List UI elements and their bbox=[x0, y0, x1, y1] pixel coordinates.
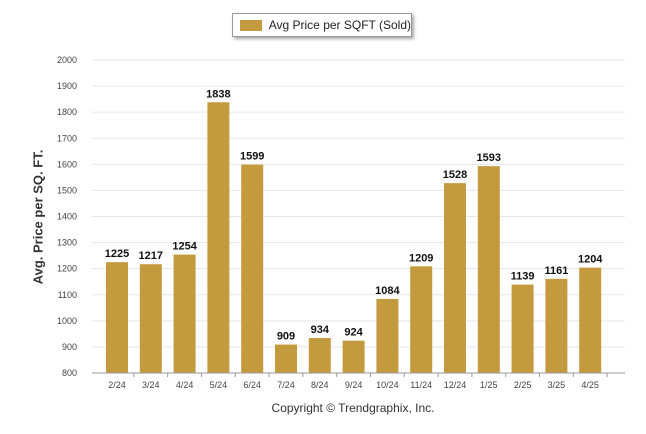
y-axis-label: Avg. Price per SQ. FT. bbox=[30, 149, 46, 285]
y-tick-label: 800 bbox=[62, 368, 77, 378]
y-tick-label: 1800 bbox=[57, 107, 77, 117]
x-tick-label: 6/24 bbox=[243, 380, 261, 390]
x-tick-label: 4/25 bbox=[581, 380, 599, 390]
bar bbox=[139, 264, 162, 373]
bar bbox=[579, 267, 602, 373]
y-tick-label: 1700 bbox=[57, 133, 77, 143]
bar bbox=[511, 284, 534, 373]
bar bbox=[444, 183, 466, 373]
data-label: 909 bbox=[277, 331, 295, 343]
data-label: 1209 bbox=[409, 252, 433, 264]
bar bbox=[207, 102, 230, 373]
y-tick-label: 2000 bbox=[57, 55, 77, 65]
bar bbox=[173, 254, 196, 373]
x-tick-label: 8/24 bbox=[311, 380, 329, 390]
bar bbox=[106, 262, 128, 373]
x-tick-label: 4/24 bbox=[176, 380, 194, 390]
data-label: 934 bbox=[311, 324, 330, 336]
copyright-footer: Copyright © Trendgraphix, Inc. bbox=[271, 401, 435, 415]
x-tick-label: 11/24 bbox=[410, 380, 432, 390]
y-tick-label: 1500 bbox=[57, 185, 77, 195]
data-label: 1139 bbox=[511, 271, 535, 283]
data-labels: 1225 1217 1254 1838 1599 909 934 924 1084 1209 152… bbox=[105, 88, 604, 342]
bar bbox=[241, 164, 264, 373]
y-tick-label: 1300 bbox=[57, 238, 77, 248]
x-tick-label: 1/25 bbox=[480, 380, 498, 390]
data-label: 1838 bbox=[206, 88, 230, 100]
x-tick-label: 5/24 bbox=[210, 380, 228, 390]
bar bbox=[342, 340, 365, 373]
y-tick-label: 1200 bbox=[57, 264, 77, 274]
legend-label: Avg Price per SQFT (Sold) bbox=[268, 18, 411, 32]
y-tick-label: 1600 bbox=[57, 159, 77, 169]
bar bbox=[410, 266, 433, 373]
x-tick-label: 2/25 bbox=[514, 380, 532, 390]
x-tick-label: 2/24 bbox=[108, 380, 126, 390]
x-axis-ticks: 2/24 3/24 4/24 5/24 6/24 7/24 8/24 9/24 10/24 11/… bbox=[108, 373, 608, 390]
bar bbox=[545, 278, 568, 373]
data-label: 1161 bbox=[544, 265, 568, 277]
bar bbox=[477, 166, 500, 373]
y-tick-label: 1900 bbox=[57, 81, 77, 91]
data-label: 1599 bbox=[240, 151, 264, 163]
bar bbox=[275, 344, 297, 373]
data-label: 1254 bbox=[172, 241, 197, 253]
bar bbox=[376, 298, 399, 373]
data-label: 1204 bbox=[578, 254, 603, 266]
data-label: 924 bbox=[344, 327, 363, 339]
x-tick-label: 10/24 bbox=[376, 380, 399, 390]
x-tick-label: 3/25 bbox=[548, 380, 566, 390]
x-tick-label: 3/24 bbox=[142, 380, 160, 390]
data-label: 1084 bbox=[375, 285, 400, 297]
y-axis-ticks: 800 900 1000 1100 1200 1300 1400 1500 1600 1700 18… bbox=[57, 55, 77, 378]
legend-swatch bbox=[240, 19, 262, 31]
data-label: 1593 bbox=[477, 152, 501, 164]
y-tick-label: 900 bbox=[62, 342, 77, 352]
y-tick-label: 1000 bbox=[57, 316, 77, 326]
data-label: 1217 bbox=[139, 250, 163, 262]
x-tick-label: 9/24 bbox=[345, 380, 363, 390]
x-tick-label: 12/24 bbox=[444, 380, 467, 390]
y-tick-label: 1400 bbox=[57, 212, 77, 222]
bar bbox=[308, 338, 331, 373]
y-tick-label: 1100 bbox=[58, 290, 77, 300]
data-label: 1528 bbox=[443, 169, 467, 181]
bars bbox=[106, 102, 602, 373]
legend: Avg Price per SQFT (Sold) bbox=[232, 13, 412, 37]
x-tick-label: 7/24 bbox=[277, 380, 295, 390]
data-label: 1225 bbox=[105, 248, 129, 260]
